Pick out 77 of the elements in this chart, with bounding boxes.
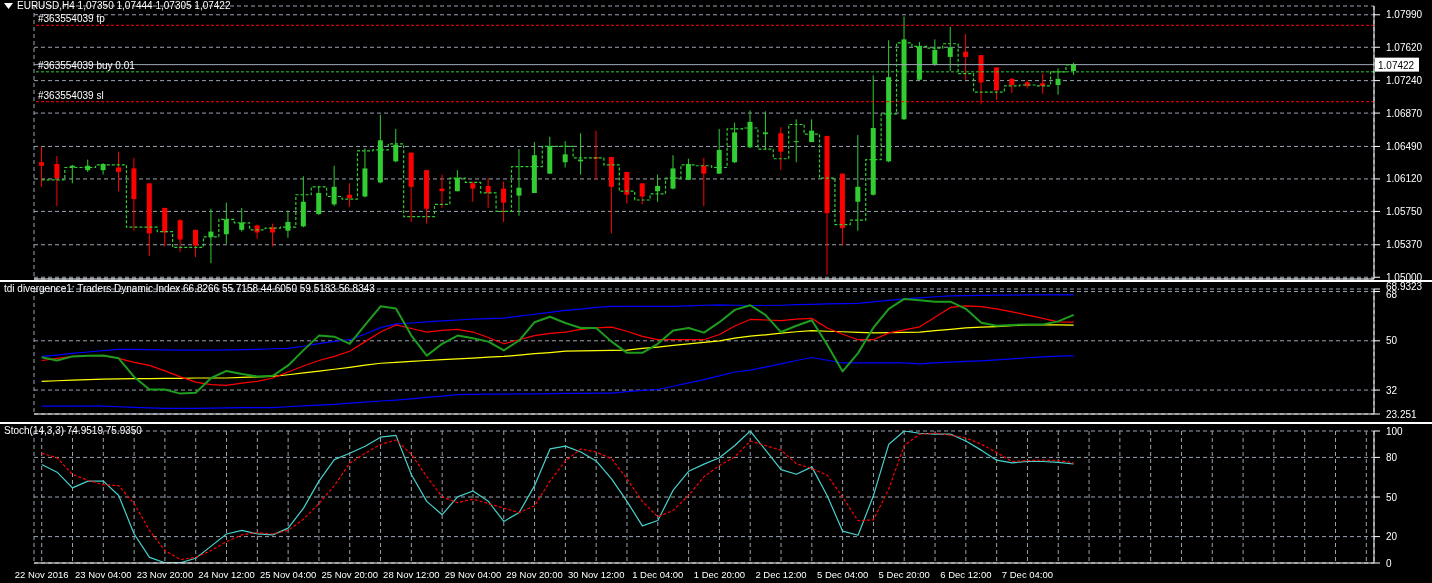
x-tick-label: 24 Nov 12:00 (198, 568, 255, 580)
x-tick-label: 30 Nov 12:00 (567, 568, 625, 580)
ref-line-label: #363554039 tp (38, 13, 106, 25)
y-tick-label: 20 (1386, 531, 1398, 543)
x-tick-label: 29 Nov 04:00 (444, 568, 502, 580)
x-tick-label: 29 Nov 20:00 (506, 568, 563, 580)
ref-line-label: 1.07422 (1378, 59, 1415, 71)
y-tick-label: 100 (1386, 425, 1404, 437)
chart-title: Stoch(14,3,3) 74.9519 75.9350 (4, 425, 142, 437)
y-tick-label: 80 (1386, 451, 1398, 463)
x-tick-label: 25 Nov 20:00 (321, 568, 378, 580)
candlestick (624, 171, 630, 205)
y-tick-label: 1.07990 (1386, 9, 1423, 21)
candlestick (193, 229, 199, 258)
candlestick (685, 158, 691, 181)
line-series (41, 324, 1075, 382)
x-tick-label: 28 Nov 12:00 (383, 568, 440, 580)
candlestick (177, 218, 183, 253)
candlestick (254, 224, 260, 240)
line-series (41, 294, 1075, 357)
candlestick (639, 182, 645, 205)
y-tick-label: 23.251 (1386, 408, 1418, 420)
y-tick-label: 0 (1386, 557, 1392, 569)
y-tick-label: 50 (1386, 335, 1398, 347)
candlestick (963, 33, 969, 81)
candlestick (778, 126, 784, 171)
chart-title: tdi divergence1: Traders Dynamic Index 66.8266 55.7158 44.6050 59.5183 56.8343 (4, 283, 375, 295)
y-tick-label: 1.07240 (1386, 75, 1423, 87)
x-tick-label: 6 Dec 12:00 (940, 568, 992, 580)
y-tick-label: 1.05750 (1386, 205, 1423, 217)
candlestick (223, 202, 229, 245)
x-tick-label: 22 Nov 2016 (14, 568, 69, 580)
y-tick-label: 1.06490 (1386, 140, 1423, 152)
x-tick-label: 23 Nov 04:00 (75, 568, 132, 580)
x-tick-label: 5 Dec 20:00 (878, 568, 930, 580)
line-series (41, 354, 1075, 409)
candlestick (39, 145, 44, 188)
x-tick-label: 7 Dec 04:00 (1001, 568, 1054, 580)
candlestick (562, 140, 568, 169)
x-tick-label: 5 Dec 04:00 (817, 568, 869, 580)
y-tick-label: 68.9323 (1386, 280, 1423, 292)
y-tick-label: 1.05000 (1386, 271, 1423, 283)
y-tick-label: 68 (1386, 289, 1398, 301)
candlestick (470, 181, 476, 203)
candlestick (316, 185, 322, 216)
candlestick (793, 118, 799, 163)
candlestick (485, 177, 491, 209)
ref-line-label: #363554039 sl (38, 89, 104, 101)
candlestick (670, 154, 676, 190)
candlestick (516, 148, 522, 217)
y-tick-label: 1.07620 (1386, 41, 1423, 53)
y-tick-label: 50 (1386, 491, 1398, 503)
candlestick (762, 110, 768, 151)
y-tick-label: 1.05370 (1386, 239, 1423, 251)
line-series (40, 297, 1075, 395)
line-series (41, 305, 1075, 387)
candlestick (393, 128, 399, 163)
candlestick (1040, 73, 1046, 95)
candlestick (331, 165, 337, 207)
y-tick-label: 1.06120 (1386, 173, 1423, 185)
candlestick (239, 207, 245, 233)
candlestick (54, 155, 60, 207)
candlestick (716, 128, 722, 175)
candlestick (501, 181, 507, 223)
candlestick (701, 157, 707, 207)
candlestick (116, 151, 122, 192)
y-tick-label: 32 (1386, 384, 1398, 396)
y-tick-label: 1.06870 (1386, 107, 1423, 119)
x-tick-label: 25 Nov 04:00 (259, 568, 317, 580)
candlestick (855, 134, 861, 232)
candlestick (655, 174, 661, 203)
candlestick (285, 210, 291, 239)
chart-title: EURUSD,H4 1,07350 1,07444 1,07305 1,07422 (17, 0, 231, 12)
x-tick-label: 1 Dec 04:00 (632, 568, 684, 580)
x-tick-label: 2 Dec 12:00 (755, 568, 807, 580)
x-tick-label: 1 Dec 20:00 (693, 568, 746, 580)
x-tick-label: 23 Nov 20:00 (136, 568, 194, 580)
